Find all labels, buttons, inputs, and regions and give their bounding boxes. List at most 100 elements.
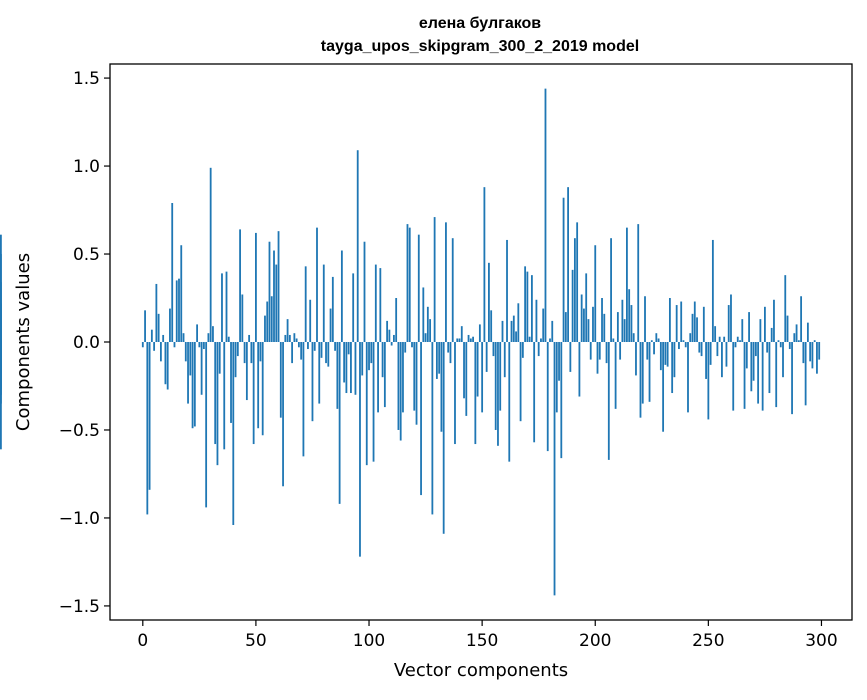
bar-195: [583, 308, 585, 342]
bar-204: [603, 313, 606, 342]
bar-147: [474, 342, 477, 445]
bar-71: [302, 342, 305, 457]
bar-229: [659, 342, 662, 371]
bar-128: [431, 342, 434, 515]
bar-212: [621, 299, 624, 342]
bar-297: [813, 340, 816, 342]
bar-95: [356, 150, 359, 342]
bar-280: [775, 342, 778, 408]
bar-151: [483, 187, 486, 342]
bar-109: [388, 329, 391, 342]
bar-98: [363, 241, 366, 342]
bar-141: [460, 326, 463, 342]
bar-54: [264, 315, 266, 342]
bar-69: [297, 342, 300, 348]
x-tick-label: 150: [466, 631, 498, 651]
bar-250: [707, 342, 710, 420]
bar-22: [191, 342, 194, 429]
bar-273: [759, 319, 762, 342]
bar-149: [478, 324, 481, 342]
bar-91: [347, 342, 350, 355]
bar-2: [146, 342, 149, 515]
bar-121: [415, 342, 418, 425]
y-tick-label: −1.5: [59, 597, 100, 617]
bar-85: [334, 342, 336, 351]
bar-103: [374, 264, 377, 342]
chart-title-line-1: елена булгаков: [419, 15, 541, 32]
bar-284: [784, 275, 787, 342]
bar-262: [734, 342, 737, 348]
bar-238: [680, 301, 683, 342]
bar-233: [668, 298, 671, 342]
bar-296: [811, 342, 814, 369]
bar-255: [718, 336, 721, 342]
x-tick-label: 200: [579, 631, 611, 651]
bar-215: [628, 289, 631, 342]
bar-46: [245, 342, 248, 401]
bar-77: [316, 227, 318, 342]
bar-57: [270, 296, 273, 342]
bar-137: [451, 238, 454, 342]
bar-118: [408, 227, 411, 342]
bar-180: [549, 338, 551, 342]
bar-228: [657, 338, 660, 342]
bar-123: [420, 342, 422, 496]
bar-171: [528, 336, 531, 342]
bar-102: [372, 342, 375, 462]
y-tick-label: −1.0: [59, 509, 100, 529]
bar-112: [395, 298, 398, 342]
bar-183: [555, 342, 558, 413]
bar-144: [467, 334, 470, 342]
bar-undefined: [0, 282, 2, 342]
bar-221: [641, 342, 644, 404]
bar-124: [422, 287, 425, 342]
bar-249: [705, 342, 707, 379]
bar-90: [345, 342, 348, 394]
bar-200: [594, 245, 597, 342]
bar-185: [560, 342, 563, 459]
x-axis-label: Vector components: [394, 660, 568, 681]
bar-268: [748, 312, 750, 342]
bar-182: [553, 342, 556, 596]
bar-244: [693, 301, 696, 342]
bar-159: [501, 320, 504, 342]
bar-152: [485, 342, 488, 372]
bar-23: [193, 342, 196, 427]
bar-281: [777, 340, 780, 342]
bar-83: [329, 308, 332, 342]
bar-211: [619, 342, 622, 360]
bar-31: [212, 326, 214, 342]
bar-70: [300, 342, 303, 360]
bar-254: [716, 342, 719, 357]
bar-299: [818, 342, 821, 360]
bar-201: [596, 342, 599, 374]
bar-50: [255, 232, 257, 342]
bar-100: [368, 342, 370, 371]
bar-79: [320, 342, 323, 358]
bar-104: [377, 342, 379, 413]
bar-270: [752, 342, 755, 381]
bar-125: [424, 333, 427, 342]
x-tick-label: 50: [245, 631, 267, 651]
bar-110: [390, 342, 393, 346]
bar-289: [795, 324, 798, 342]
bar-260: [730, 294, 732, 342]
bar-119: [411, 342, 413, 348]
bar-96: [359, 342, 361, 557]
bar-80: [322, 264, 325, 342]
bar-115: [402, 342, 404, 413]
bar-10: [164, 342, 167, 385]
bar-7: [157, 313, 160, 342]
x-axis-ticks: 0 50 100 150 200 250 300: [137, 620, 838, 651]
bar-44: [241, 294, 244, 342]
bar-19: [184, 342, 187, 362]
bar-55: [266, 301, 269, 342]
bar-217: [632, 333, 635, 342]
bar-178: [544, 88, 547, 342]
bar-131: [438, 342, 441, 374]
bar-216: [630, 305, 633, 342]
y-axis-ticks: −1.5 −1.0 −0.5 0.0 0.5 1.0 1.5: [59, 69, 110, 617]
bar-73: [307, 342, 309, 350]
bar-266: [743, 342, 746, 409]
